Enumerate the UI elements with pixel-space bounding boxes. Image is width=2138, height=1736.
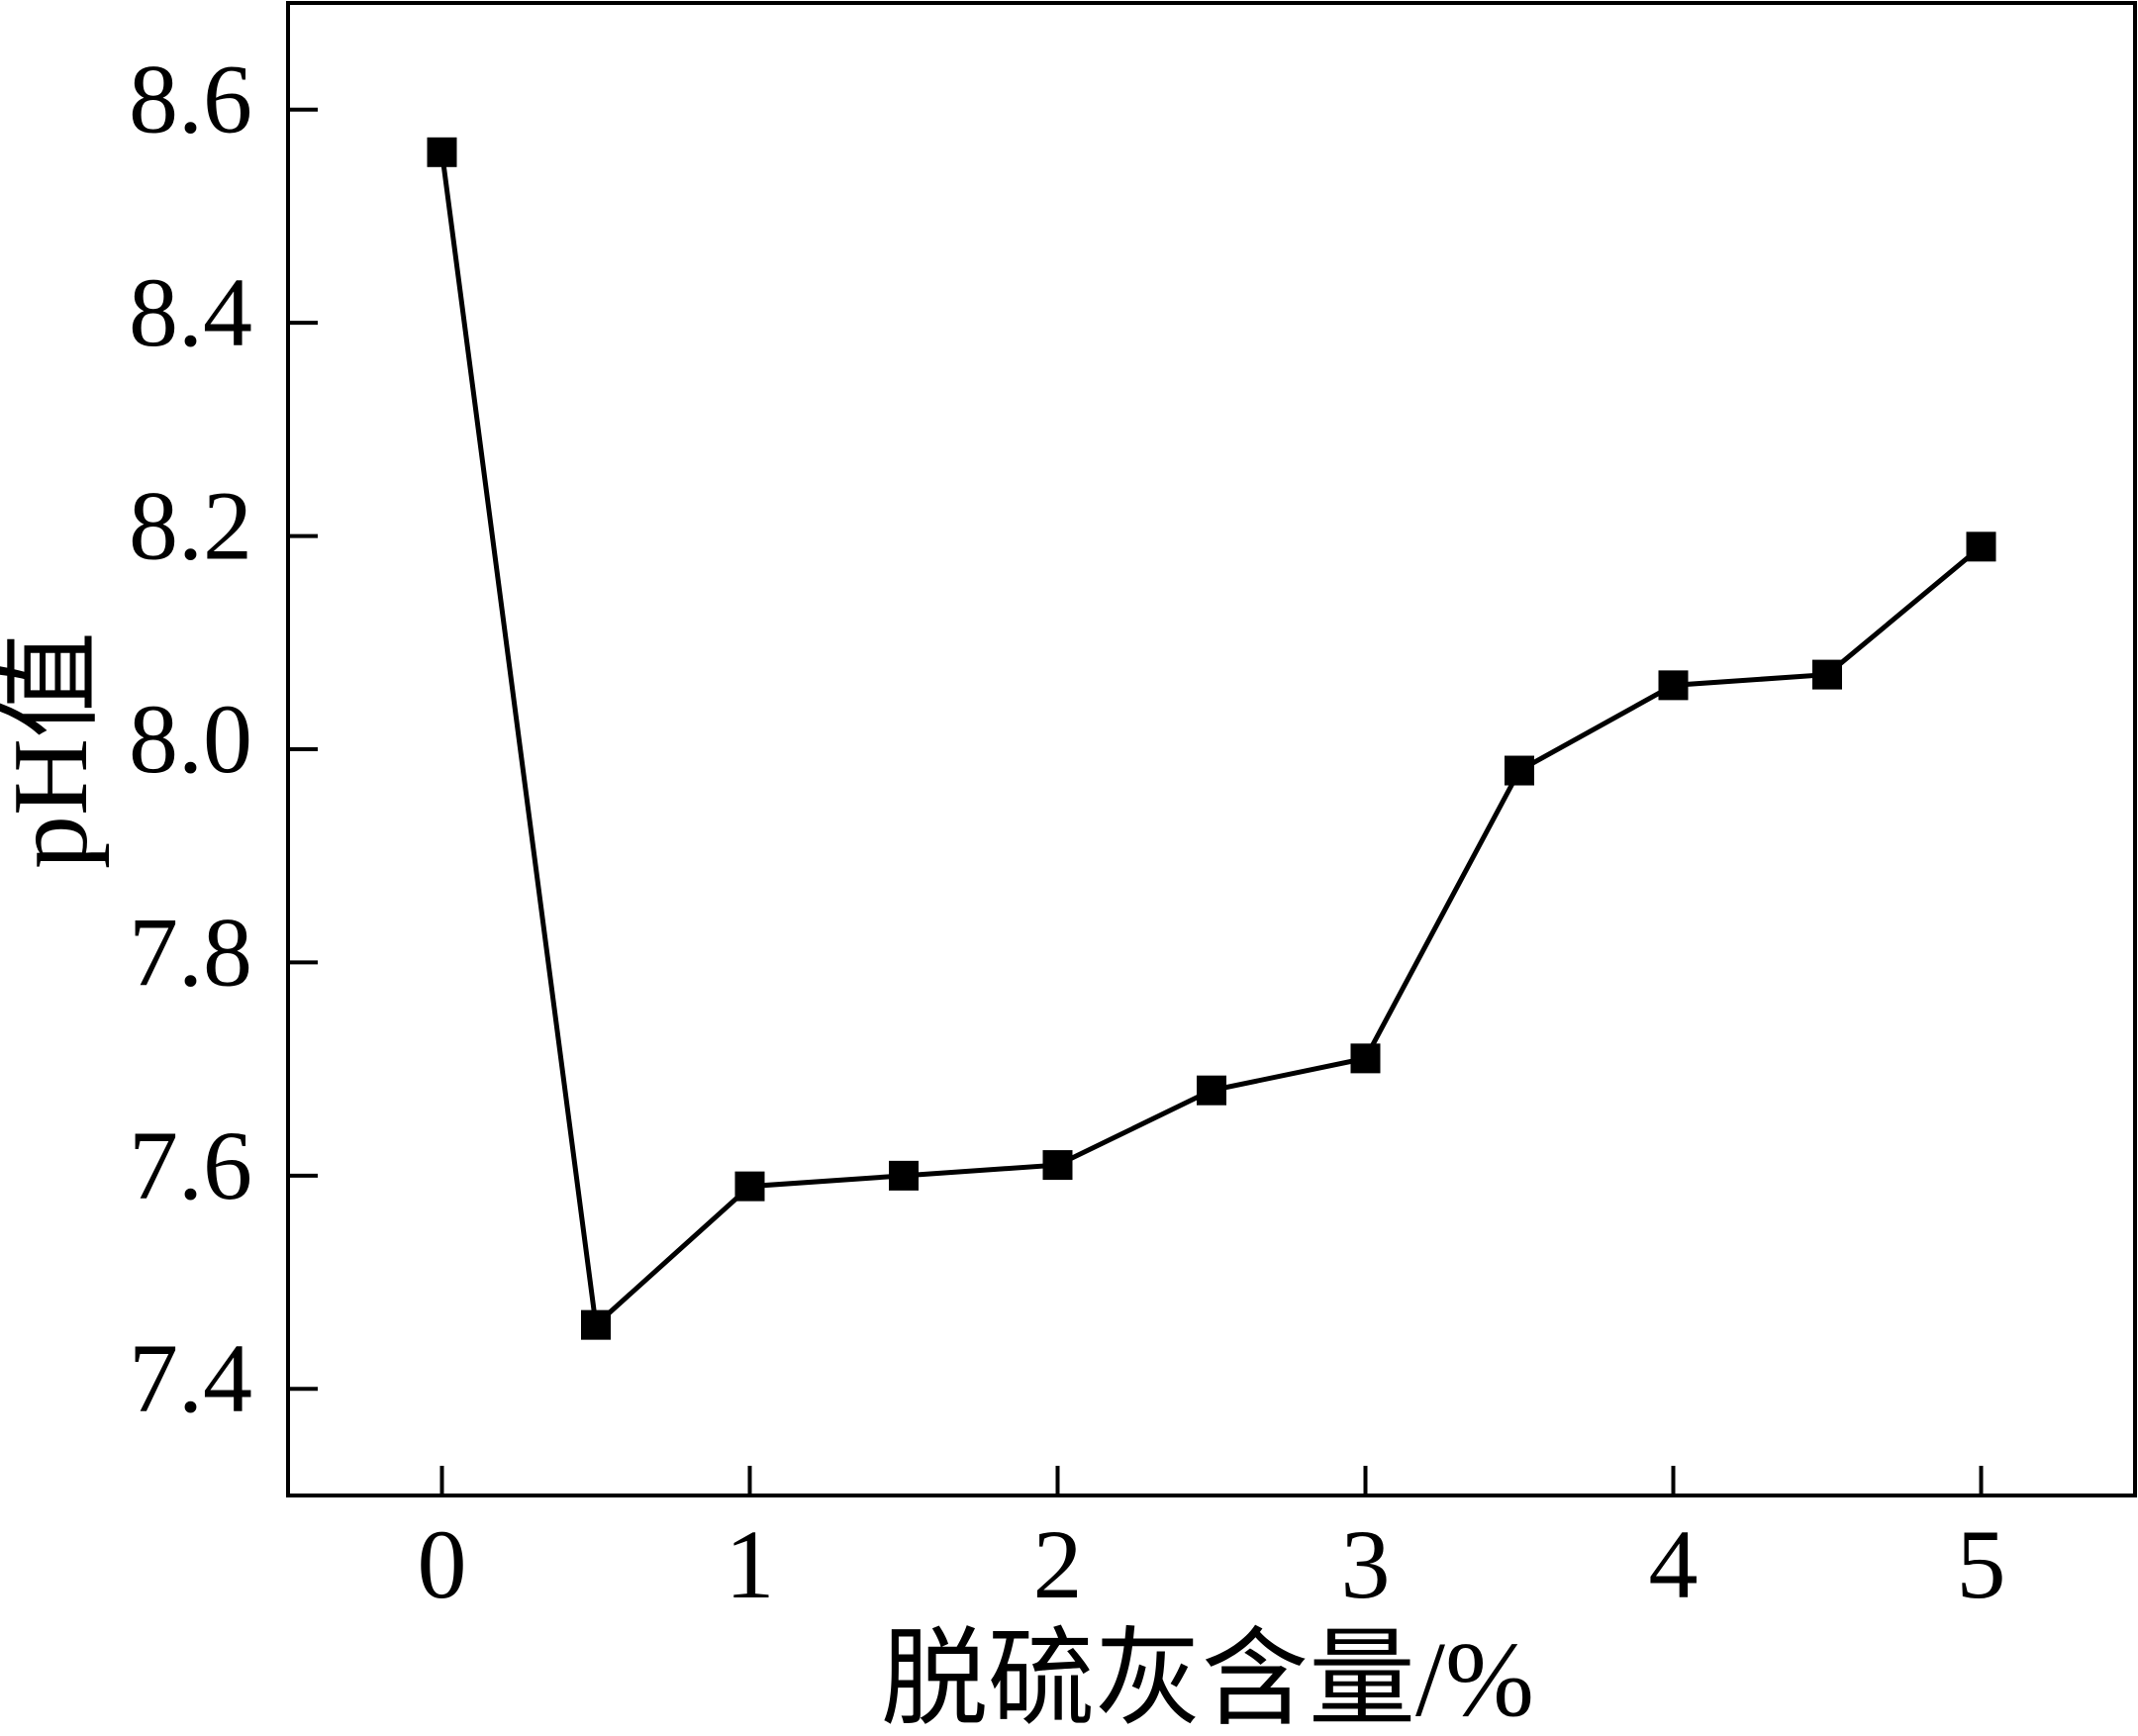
data-marker: [734, 1171, 765, 1202]
y-tick-label: 7.8: [129, 897, 252, 1007]
data-marker: [1350, 1043, 1381, 1074]
y-tick-label: 7.4: [129, 1323, 252, 1433]
data-marker: [1042, 1150, 1073, 1181]
y-tick-label: 8.6: [129, 45, 252, 154]
y-tick-label: 7.6: [129, 1110, 252, 1220]
x-axis-title: 脱硫灰含量/%: [881, 1621, 1534, 1736]
x-tick-label: 0: [418, 1509, 467, 1619]
y-axis-title: pH值: [0, 631, 110, 869]
data-marker: [1966, 531, 1996, 562]
y-tick-label: 8.0: [129, 684, 252, 794]
data-marker: [581, 1309, 611, 1340]
x-tick-label: 2: [1033, 1509, 1083, 1619]
data-marker: [889, 1160, 919, 1191]
data-marker: [1197, 1075, 1226, 1106]
x-tick-label: 5: [1957, 1509, 2006, 1619]
x-tick-label: 4: [1649, 1509, 1699, 1619]
data-marker: [427, 137, 457, 167]
data-marker: [1812, 659, 1842, 690]
y-tick-label: 8.4: [129, 257, 252, 367]
plot-frame: [286, 1, 2137, 1497]
x-tick-label: 3: [1341, 1509, 1391, 1619]
x-tick-label: 1: [726, 1509, 775, 1619]
data-marker: [1505, 755, 1534, 786]
y-tick-label: 8.2: [129, 471, 252, 581]
data-marker: [1658, 670, 1689, 701]
series-line: [439, 151, 1984, 1330]
